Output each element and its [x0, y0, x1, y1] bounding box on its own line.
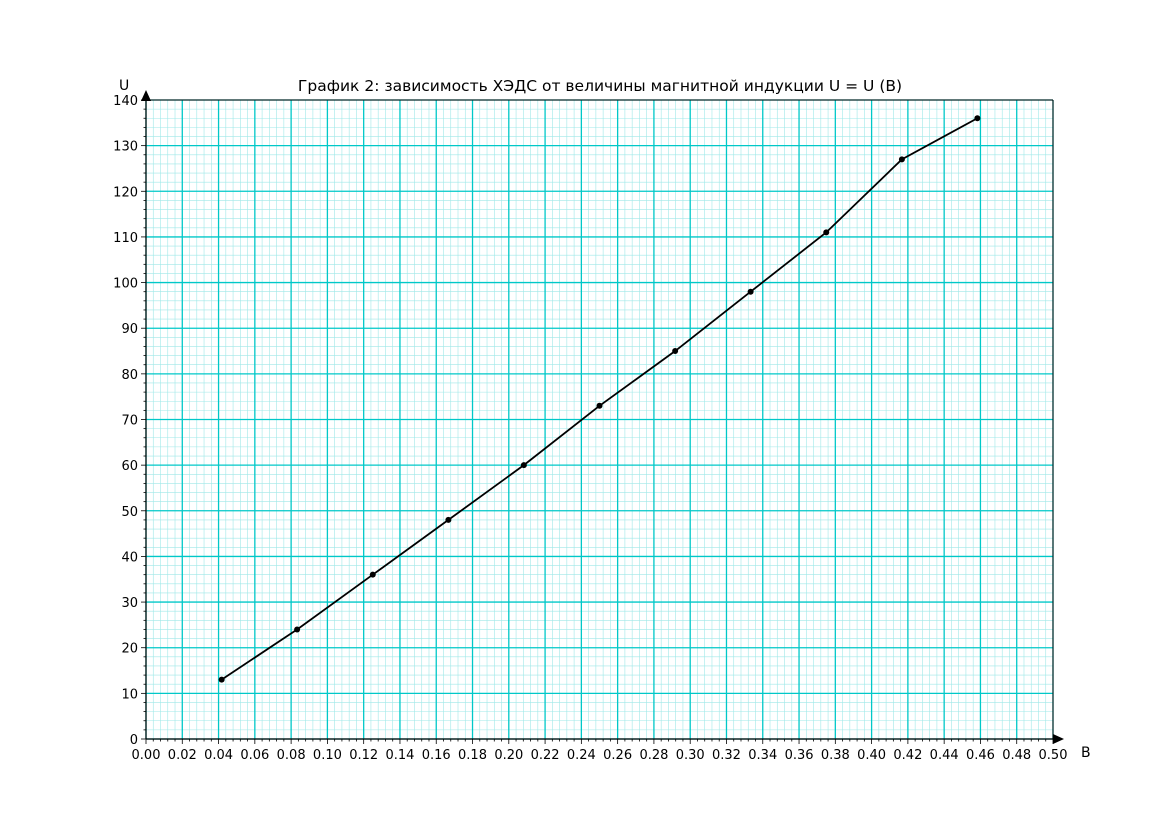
x-tick-label: 0.40 [857, 748, 886, 763]
data-point [672, 348, 679, 355]
x-tick-label: 0.34 [748, 748, 777, 763]
x-tick-label: 0.28 [639, 748, 668, 763]
data-point [369, 571, 376, 578]
x-axis-ticks: 0.00 0.02 0.04 0.06 0.08 0.10 0.12 0.14 0.16 0.18… [132, 739, 1068, 763]
x-axis-label: B [1081, 745, 1091, 761]
data-point [445, 516, 452, 523]
y-tick-label: 80 [121, 368, 138, 383]
y-tick-label: 70 [121, 414, 138, 429]
data-point [823, 229, 830, 236]
x-tick-label: 0.38 [821, 748, 850, 763]
y-tick-label: 120 [113, 185, 138, 200]
x-axis-arrow [1053, 734, 1064, 744]
x-tick-label: 0.30 [676, 748, 705, 763]
x-tick-label: 0.22 [531, 748, 560, 763]
y-tick-label: 20 [121, 642, 138, 657]
y-axis-arrow [141, 90, 151, 101]
x-tick-label: 0.44 [930, 748, 959, 763]
x-tick-label: 0.12 [349, 748, 378, 763]
x-tick-label: 0.04 [204, 748, 233, 763]
x-tick-label: 0.24 [567, 748, 596, 763]
x-tick-label: 0.32 [712, 748, 741, 763]
data-point [520, 462, 527, 469]
series-line [221, 117, 978, 681]
x-tick-label: 0.50 [1039, 748, 1068, 763]
y-tick-label: 10 [121, 687, 138, 702]
data-point [596, 402, 603, 409]
data-point [898, 156, 905, 163]
y-tick-label: 130 [113, 140, 138, 155]
x-tick-label: 0.10 [313, 748, 342, 763]
y-tick-label: 60 [121, 459, 138, 474]
y-tick-label: 0 [130, 733, 138, 748]
x-tick-label: 0.00 [132, 748, 161, 763]
x-tick-label: 0.18 [458, 748, 487, 763]
data-point [294, 626, 301, 633]
x-tick-label: 0.06 [240, 748, 269, 763]
y-tick-label: 50 [121, 505, 138, 520]
data-series [218, 115, 981, 683]
x-tick-label: 0.20 [494, 748, 523, 763]
y-axis-label: U [119, 78, 129, 94]
y-tick-label: 90 [121, 322, 138, 337]
data-point [974, 115, 981, 122]
x-tick-label: 0.36 [785, 748, 814, 763]
x-tick-label: 0.02 [168, 748, 197, 763]
x-tick-label: 0.46 [966, 748, 995, 763]
x-tick-label: 0.08 [277, 748, 306, 763]
y-tick-label: 30 [121, 596, 138, 611]
data-point [747, 288, 754, 295]
x-tick-label: 0.48 [1002, 748, 1031, 763]
y-tick-label: 110 [113, 231, 138, 246]
y-tick-label: 40 [121, 550, 138, 565]
x-tick-label: 0.26 [603, 748, 632, 763]
major-grid [145, 99, 1054, 740]
chart-title: График 2: зависимость ХЭДС от величины м… [298, 77, 902, 95]
x-tick-label: 0.42 [893, 748, 922, 763]
axes [141, 90, 1064, 744]
data-point [218, 676, 225, 683]
y-axis-ticks: 0 10 20 30 40 50 60 70 80 90 100 110 120 130 140 [113, 94, 146, 748]
x-tick-label: 0.14 [385, 748, 414, 763]
x-tick-label: 0.16 [422, 748, 451, 763]
y-tick-label: 140 [113, 94, 138, 109]
y-tick-label: 100 [113, 277, 138, 292]
